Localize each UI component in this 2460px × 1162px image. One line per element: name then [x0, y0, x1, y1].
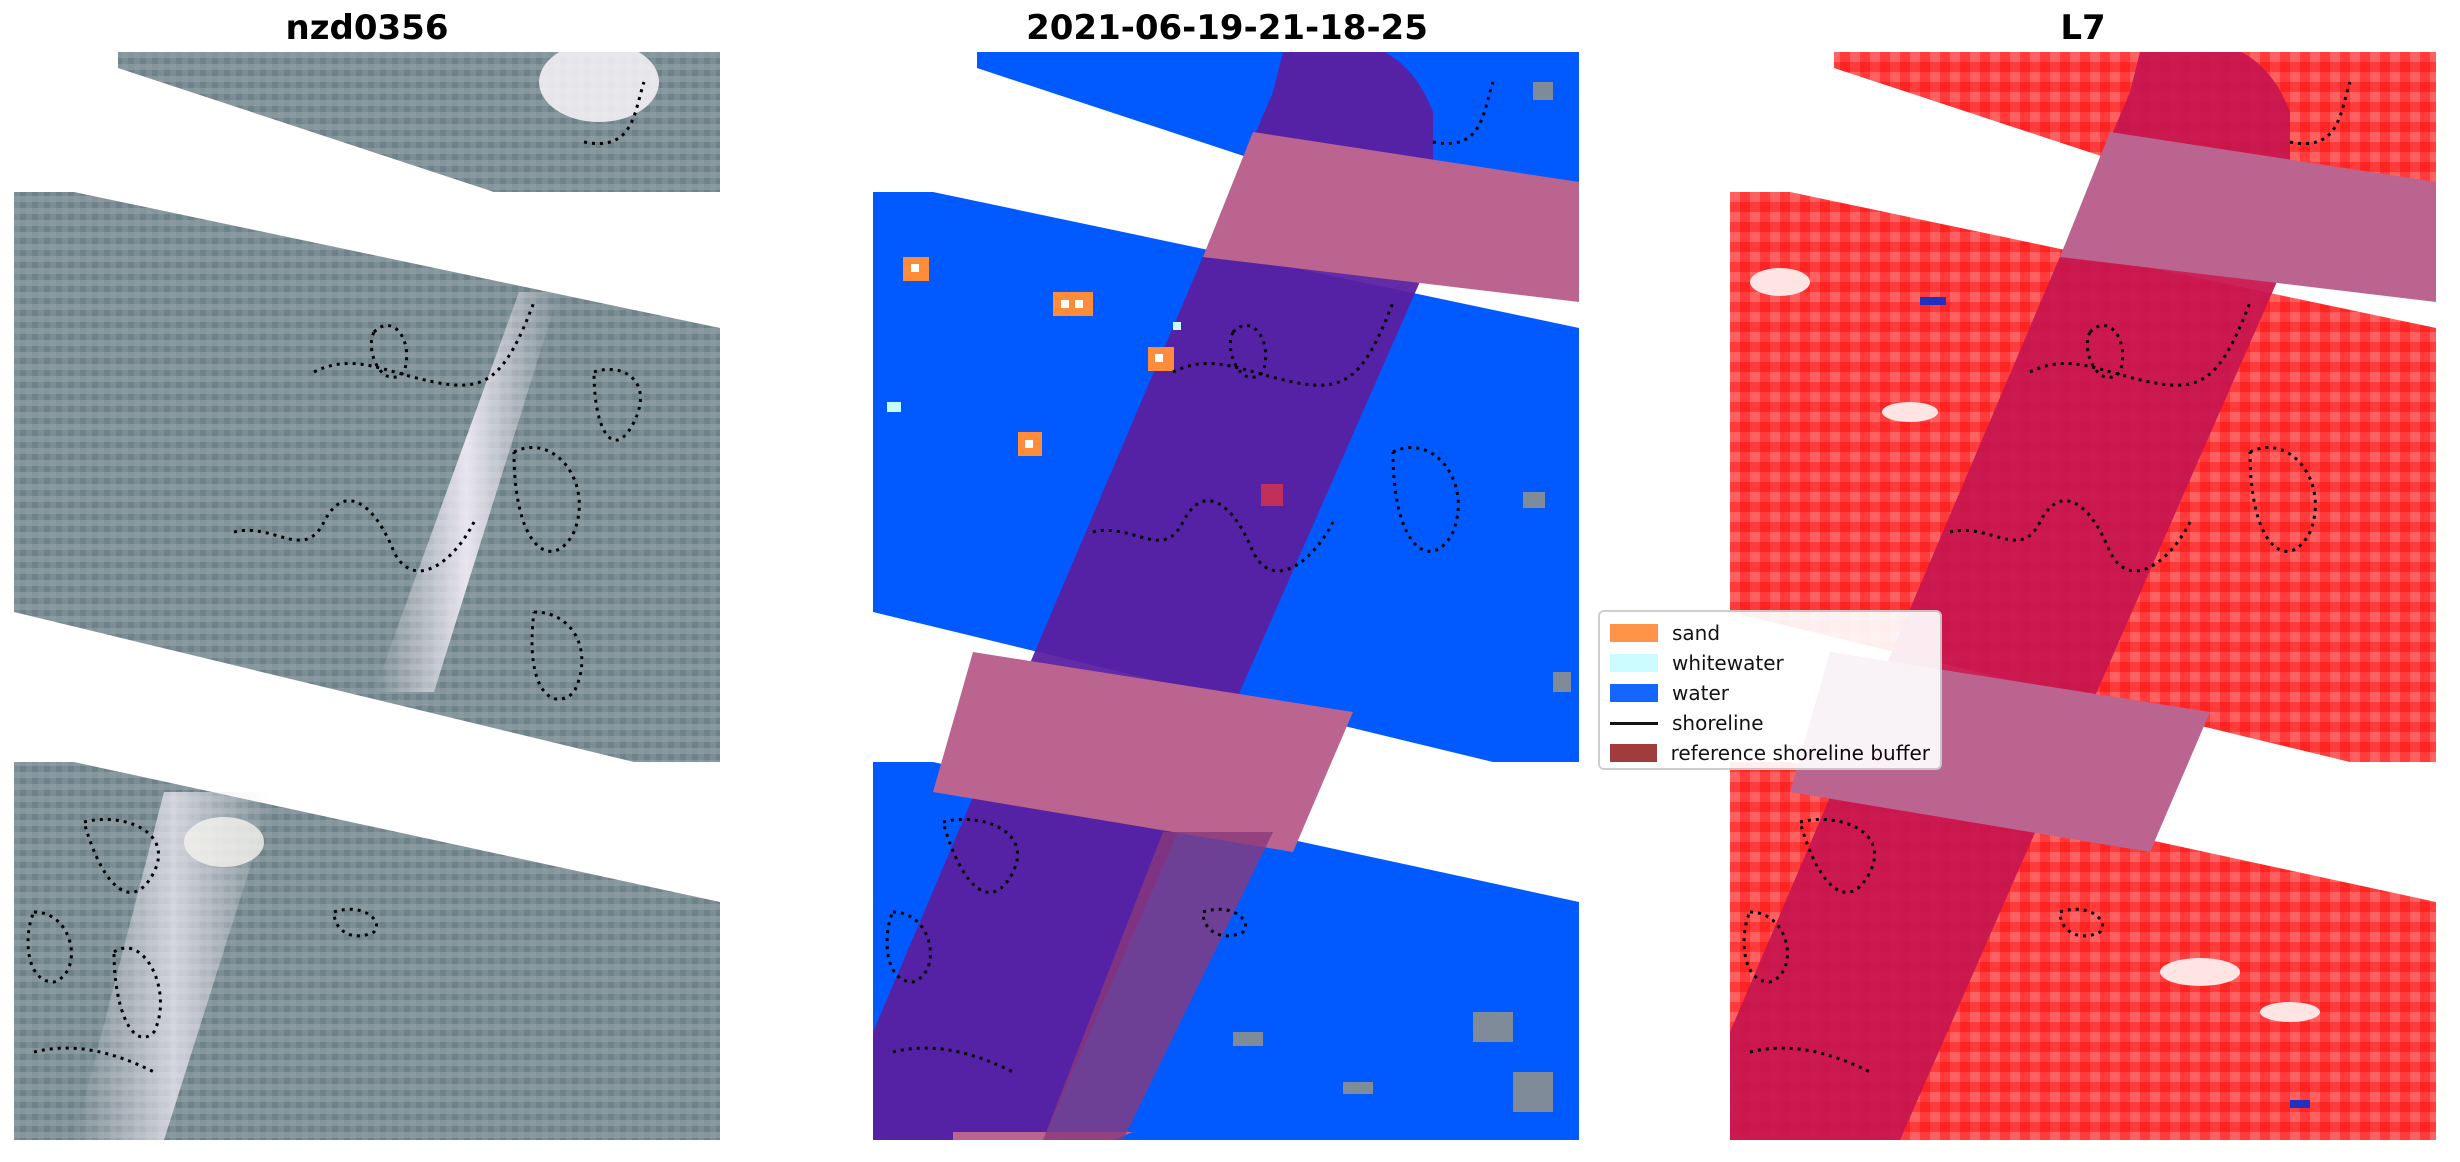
reference-buffer-swatch	[1610, 744, 1657, 762]
legend-item-reference-buffer: reference shoreline buffer	[1610, 738, 1930, 768]
legend-label: whitewater	[1672, 651, 1784, 675]
panel-1-title: nzd0356	[285, 8, 449, 48]
mndwi-image	[1730, 52, 2436, 1140]
rgb-image	[14, 52, 720, 1140]
classification-panel	[873, 52, 1581, 1140]
sand-swatch	[1610, 624, 1658, 642]
classification-image	[873, 52, 1579, 1140]
legend-item-shoreline: shoreline	[1610, 708, 1930, 738]
legend-label: sand	[1672, 621, 1721, 645]
legend-label: shoreline	[1672, 711, 1764, 735]
shoreline-line-swatch	[1610, 721, 1658, 725]
whitewater-swatch	[1610, 654, 1658, 672]
legend-item-water: water	[1610, 678, 1930, 708]
rgb-image-panel	[14, 52, 722, 1140]
legend-item-whitewater: whitewater	[1610, 648, 1930, 678]
legend-label: water	[1672, 681, 1729, 705]
panel-3-title: L7	[2060, 8, 2106, 48]
legend: sand whitewater water shoreline referenc…	[1598, 610, 1942, 770]
legend-label: reference shoreline buffer	[1670, 741, 1930, 765]
panel-2-title: 2021-06-19-21-18-25	[1026, 8, 1428, 48]
legend-item-sand: sand	[1610, 618, 1930, 648]
water-swatch	[1610, 684, 1658, 702]
mndwi-panel	[1730, 52, 2438, 1140]
